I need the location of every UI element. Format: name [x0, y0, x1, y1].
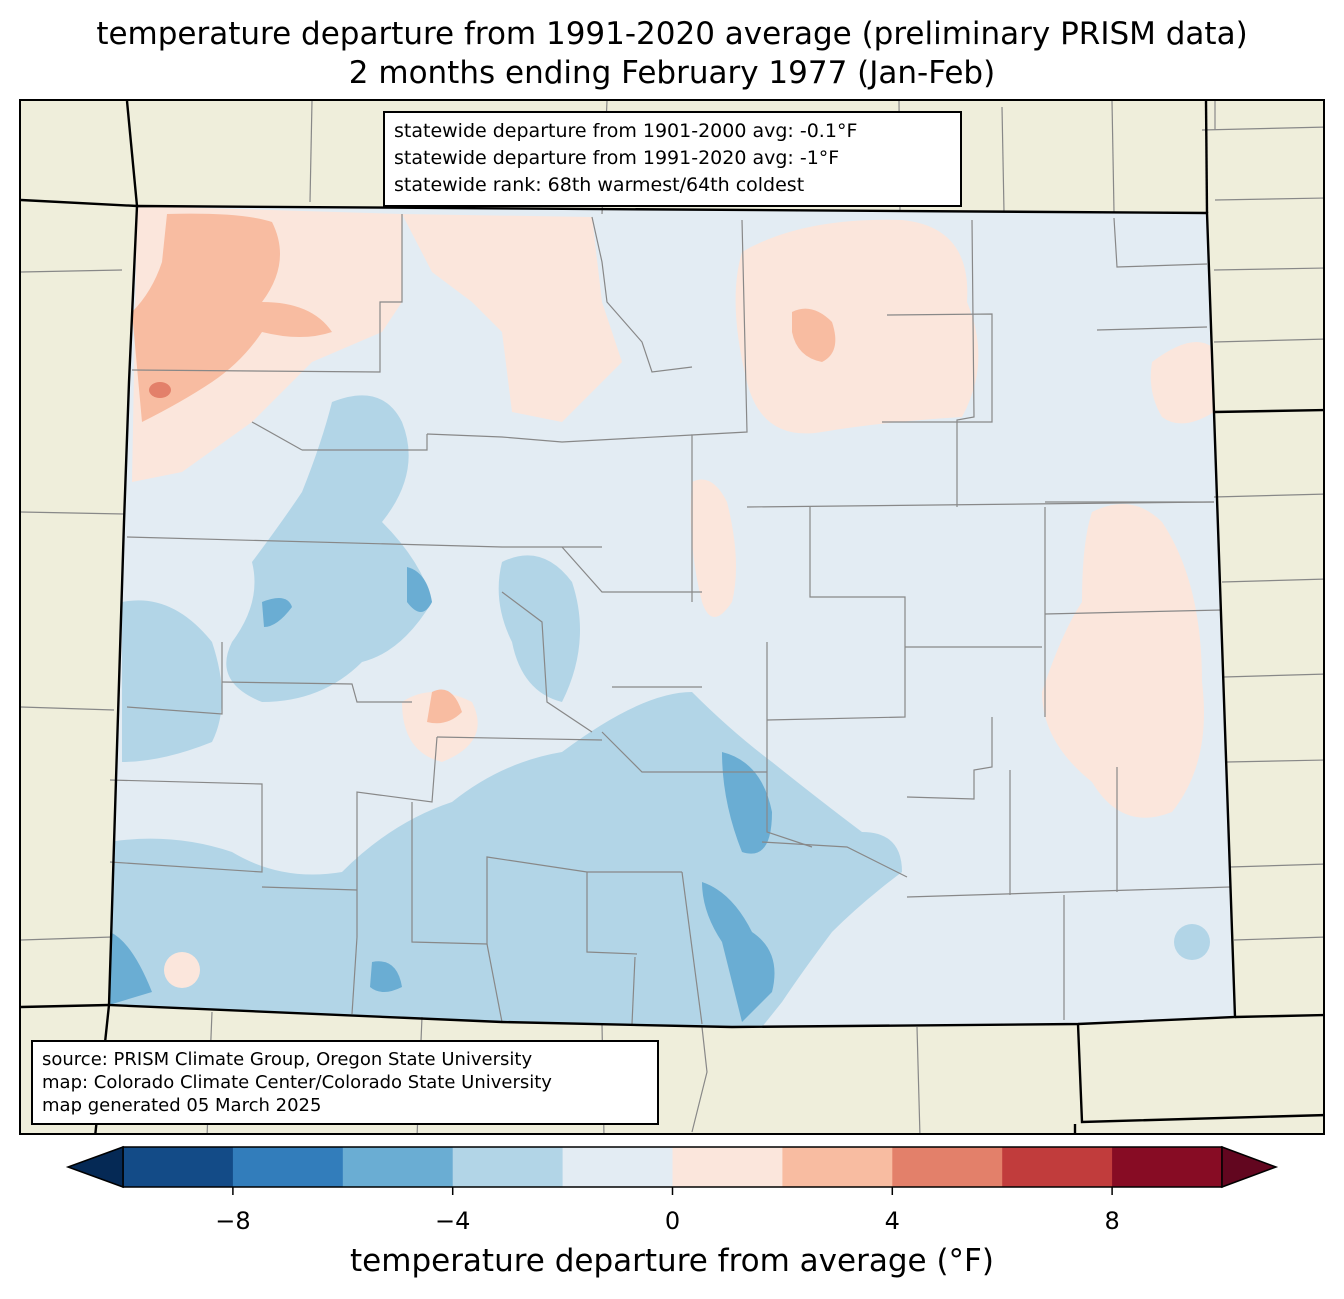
colorbar-tick-label: −4 [435, 1207, 470, 1235]
map-credit-line: map: Colorado Climate Center/Colorado St… [42, 1072, 552, 1093]
colorbar-bin [452, 1147, 564, 1187]
map-title-line2: 2 months ending February 1977 (Jan-Feb) [348, 55, 996, 91]
map-generated-line: map generated 05 March 2025 [42, 1095, 322, 1116]
stats-rank: statewide rank: 68th warmest/64th coldes… [394, 174, 805, 196]
colorbar-tick-label: 8 [1104, 1207, 1119, 1235]
cool-anomaly-elk-mountains [407, 567, 432, 612]
county-borders [109, 214, 1231, 1025]
colorbar-bin [1112, 1147, 1223, 1187]
cool-anomaly-central [498, 555, 580, 702]
stats-departure-1901-2000: statewide departure from 1901-2000 avg: … [394, 120, 858, 142]
warm-anomaly-east [1042, 504, 1204, 818]
stats-departure-1991-2020: statewide departure from 1991-2020 avg: … [394, 147, 840, 169]
cool-anomaly-southwest-corner [109, 932, 152, 1005]
statewide-stats-box: statewide departure from 1901-2000 avg: … [383, 111, 962, 207]
colorbar-tick-label: −8 [215, 1207, 250, 1235]
colorbar-bin [342, 1147, 454, 1187]
warm-anomaly-northeast-core [792, 308, 836, 362]
colorbar: −8 −4 0 4 8 [65, 1145, 1279, 1235]
warm-anomaly-east-edge [1150, 342, 1214, 424]
warm-anomaly-central-core [427, 689, 462, 724]
colorbar-bin [1002, 1147, 1113, 1187]
colorbar-label: temperature departure from average (°F) [350, 1243, 994, 1279]
map-title-line1: temperature departure from 1991-2020 ave… [96, 16, 1248, 52]
colorbar-ticks: −8 −4 0 4 8 [215, 1187, 1120, 1235]
cool-anomaly-west [122, 600, 222, 762]
cool-anomaly-south-range [702, 882, 775, 1022]
colorbar-bin [123, 1147, 234, 1187]
colorbar-under-arrow [65, 1145, 124, 1189]
colorbar-tick-label: 0 [665, 1207, 680, 1235]
warm-anomaly-north-central [402, 214, 622, 422]
cool-anomaly-mountains [226, 395, 432, 702]
colorbar-bin [782, 1147, 893, 1187]
warm-anomaly-southwest-spot [164, 952, 200, 988]
colorado-map [21, 101, 1323, 1133]
colorbar-bin [672, 1147, 783, 1187]
cool-anomaly-san-juan [370, 961, 402, 992]
colorbar-bin [232, 1147, 344, 1187]
map-panel [19, 99, 1325, 1135]
cool-anomaly-grand-mesa [262, 598, 292, 627]
source-line: source: PRISM Climate Group, Oregon Stat… [42, 1049, 533, 1070]
colorbar-bin [892, 1147, 1003, 1187]
cool-anomaly-sangre-de-cristo [722, 752, 772, 854]
cool-anomaly-southeast-spot [1174, 924, 1210, 960]
warm-anomaly-northeast [735, 219, 979, 434]
source-credit-box: source: PRISM Climate Group, Oregon Stat… [31, 1040, 659, 1125]
colorbar-tick-label: 4 [885, 1207, 900, 1235]
warm-anomaly-peak [149, 382, 171, 398]
colorbar-bins [122, 1146, 1223, 1188]
colorbar-over-arrow [1221, 1145, 1279, 1189]
warm-anomaly-front-range [690, 479, 736, 617]
colorbar-bin [562, 1147, 673, 1187]
